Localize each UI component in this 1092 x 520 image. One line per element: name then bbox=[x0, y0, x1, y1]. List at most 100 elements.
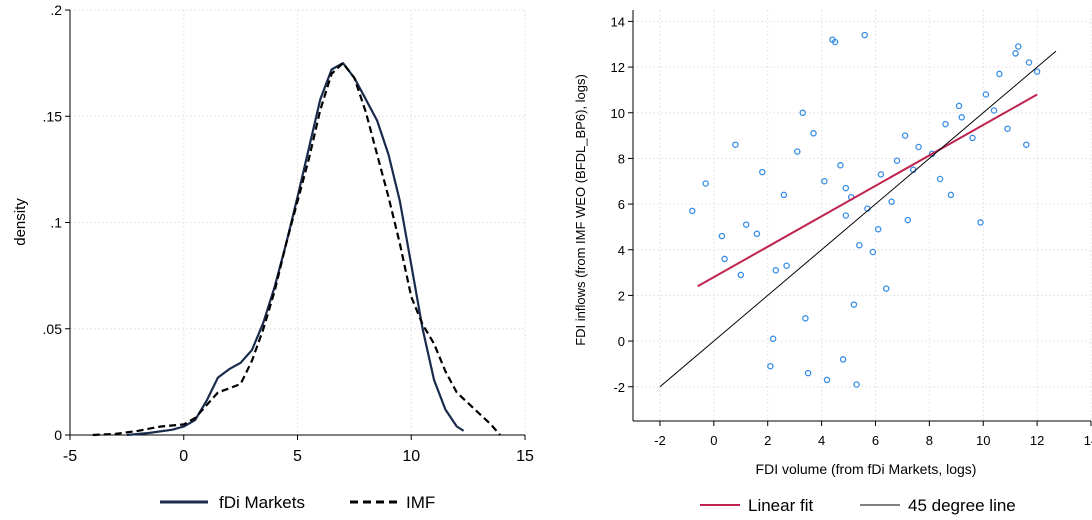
scatter-y-tick-label: 2 bbox=[618, 288, 625, 303]
scatter-point bbox=[802, 315, 809, 322]
scatter-x-axis-label: FDI volume (from fDi Markets, logs) bbox=[756, 461, 977, 477]
scatter-point bbox=[1023, 141, 1030, 148]
scatter-y-tick-label: 10 bbox=[611, 106, 625, 121]
scatter-legend: Linear fit 45 degree line bbox=[700, 496, 1016, 515]
scatter-point bbox=[742, 221, 750, 228]
scatter-point bbox=[737, 271, 745, 279]
scatter-point bbox=[977, 219, 984, 226]
scatter-point bbox=[861, 31, 868, 39]
density-y-axis-label: density bbox=[12, 198, 29, 246]
scatter-point bbox=[732, 141, 739, 148]
scatter-y-tick-label: -2 bbox=[613, 380, 625, 395]
scatter-point bbox=[804, 369, 812, 377]
legend-label-fdi: fDi Markets bbox=[219, 493, 305, 512]
scatter-point bbox=[842, 212, 850, 219]
scatter-point bbox=[982, 91, 990, 98]
scatter-point bbox=[955, 102, 963, 110]
density-y-ticks: .2 .15 .1 .05 0 bbox=[43, 2, 70, 443]
scatter-point bbox=[856, 241, 863, 249]
density-panel: .2.15.1.050 -5 0 5 10 15 density fDi Markets… bbox=[12, 2, 534, 512]
scatter-x-tick-label: 0 bbox=[710, 433, 717, 448]
scatter-point bbox=[759, 168, 766, 176]
scatter-point bbox=[915, 143, 922, 151]
density-y-tick-label: .1 bbox=[50, 215, 62, 231]
scatter-point bbox=[990, 107, 998, 114]
scatter-point bbox=[893, 157, 901, 164]
scatter-x-tick-label: 12 bbox=[1030, 433, 1044, 448]
legend-label-45-degree: 45 degree line bbox=[908, 496, 1016, 515]
scatter-point bbox=[794, 148, 801, 155]
density-x-tick-label: 15 bbox=[516, 448, 534, 465]
scatter-point bbox=[799, 109, 806, 117]
scatter-x-tick-label: 2 bbox=[764, 433, 771, 448]
scatter-point bbox=[1025, 59, 1033, 66]
scatter-point bbox=[783, 262, 790, 269]
scatter-point bbox=[947, 191, 955, 199]
density-y-tick-label: .05 bbox=[43, 321, 63, 337]
scatter-x-tick-label: 14 bbox=[1084, 433, 1092, 448]
scatter-x-tick-label: 10 bbox=[976, 433, 990, 448]
scatter-y-ticks: 14 12 10 8 6 4 2 0 -2 bbox=[611, 14, 633, 395]
scatter-y-tick-label: 4 bbox=[618, 243, 625, 258]
scatter-point bbox=[869, 248, 877, 256]
scatter-point bbox=[767, 362, 774, 370]
scatter-point bbox=[702, 180, 709, 187]
scatter-point bbox=[901, 132, 909, 139]
scatter-point bbox=[882, 285, 890, 292]
scatter-point bbox=[810, 130, 817, 137]
imf-density-line bbox=[92, 61, 501, 437]
scatter-point bbox=[831, 38, 839, 46]
scatter-x-tick-label: 4 bbox=[818, 433, 825, 448]
scatter-point bbox=[904, 216, 912, 224]
scatter-point bbox=[874, 225, 882, 233]
scatter-point bbox=[888, 198, 895, 206]
linear-fit-line bbox=[697, 93, 1038, 288]
scatter-point bbox=[969, 134, 976, 142]
scatter-point bbox=[721, 255, 728, 263]
scatter-point bbox=[821, 177, 828, 185]
density-x-tick-label: -5 bbox=[63, 448, 77, 465]
scatter-point bbox=[1033, 68, 1041, 75]
scatter-y-tick-label: 6 bbox=[618, 197, 625, 212]
scatter-point bbox=[837, 162, 844, 169]
scatter-point bbox=[996, 70, 1003, 78]
scatter-point bbox=[853, 381, 860, 388]
density-y-tick-label: .15 bbox=[43, 108, 63, 124]
density-y-tick-label: .2 bbox=[50, 2, 62, 18]
scatter-point bbox=[936, 175, 944, 183]
fdi-markets-density-line bbox=[126, 61, 465, 437]
scatter-y-axis-label: FDI inflows (from IMF WEO (BFDL_BP6), lo… bbox=[573, 74, 588, 346]
scatter-y-tick-label: 8 bbox=[618, 151, 625, 166]
scatter-point bbox=[1004, 125, 1011, 132]
scatter-point bbox=[877, 171, 885, 178]
scatter-gridlines bbox=[633, 10, 1092, 421]
scatter-panel: 14 12 10 8 6 4 2 0 -2 -2 0 2 4 6 8 10 12 14 FDI volume (… bbox=[573, 10, 1092, 515]
scatter-y-tick-label: 14 bbox=[611, 14, 625, 29]
density-series bbox=[92, 61, 501, 437]
scatter-point bbox=[942, 120, 949, 128]
scatter-point bbox=[842, 184, 850, 192]
density-x-tick-label: 5 bbox=[293, 448, 302, 465]
scatter-x-tick-label: -2 bbox=[654, 433, 666, 448]
scatter-y-tick-label: 12 bbox=[611, 60, 625, 75]
scatter-y-tick-label: 0 bbox=[618, 334, 625, 349]
scatter-point bbox=[718, 232, 726, 240]
scatter-point bbox=[1015, 43, 1022, 50]
scatter-point bbox=[823, 376, 831, 384]
scatter-point bbox=[958, 114, 965, 121]
scatter-point bbox=[753, 230, 761, 238]
density-x-tick-label: 0 bbox=[179, 448, 188, 465]
scatter-point bbox=[839, 356, 847, 363]
scatter-point bbox=[772, 267, 780, 274]
scatter-point bbox=[780, 191, 788, 199]
density-legend: fDi Markets IMF bbox=[160, 493, 435, 512]
legend-label-linear-fit: Linear fit bbox=[748, 496, 813, 515]
scatter-point bbox=[1012, 50, 1019, 57]
forty-five-degree-line bbox=[659, 50, 1057, 388]
scatter-x-ticks: -2 0 2 4 6 8 10 12 14 bbox=[654, 421, 1092, 448]
legend-label-imf: IMF bbox=[406, 493, 435, 512]
scatter-point bbox=[769, 335, 777, 343]
scatter-x-tick-label: 8 bbox=[926, 433, 933, 448]
scatter-series bbox=[659, 31, 1057, 388]
